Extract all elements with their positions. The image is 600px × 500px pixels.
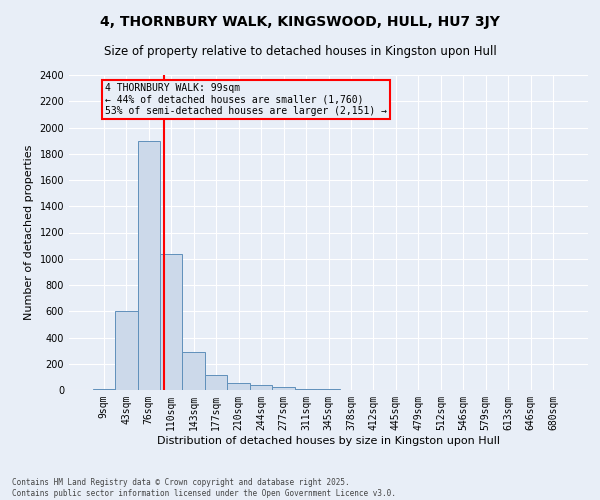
Bar bbox=[115, 311, 137, 390]
Text: 4, THORNBURY WALK, KINGSWOOD, HULL, HU7 3JY: 4, THORNBURY WALK, KINGSWOOD, HULL, HU7 … bbox=[100, 15, 500, 29]
Text: Size of property relative to detached houses in Kingston upon Hull: Size of property relative to detached ho… bbox=[104, 45, 496, 58]
Text: Contains HM Land Registry data © Crown copyright and database right 2025.
Contai: Contains HM Land Registry data © Crown c… bbox=[12, 478, 396, 498]
Bar bbox=[182, 352, 205, 390]
Bar bbox=[160, 254, 182, 390]
Bar bbox=[92, 388, 115, 390]
Bar bbox=[137, 140, 160, 390]
Bar bbox=[227, 384, 250, 390]
Bar bbox=[272, 386, 295, 390]
Y-axis label: Number of detached properties: Number of detached properties bbox=[24, 145, 34, 320]
X-axis label: Distribution of detached houses by size in Kingston upon Hull: Distribution of detached houses by size … bbox=[157, 436, 500, 446]
Text: 4 THORNBURY WALK: 99sqm
← 44% of detached houses are smaller (1,760)
53% of semi: 4 THORNBURY WALK: 99sqm ← 44% of detache… bbox=[105, 83, 387, 116]
Bar bbox=[250, 386, 272, 390]
Bar bbox=[205, 375, 227, 390]
